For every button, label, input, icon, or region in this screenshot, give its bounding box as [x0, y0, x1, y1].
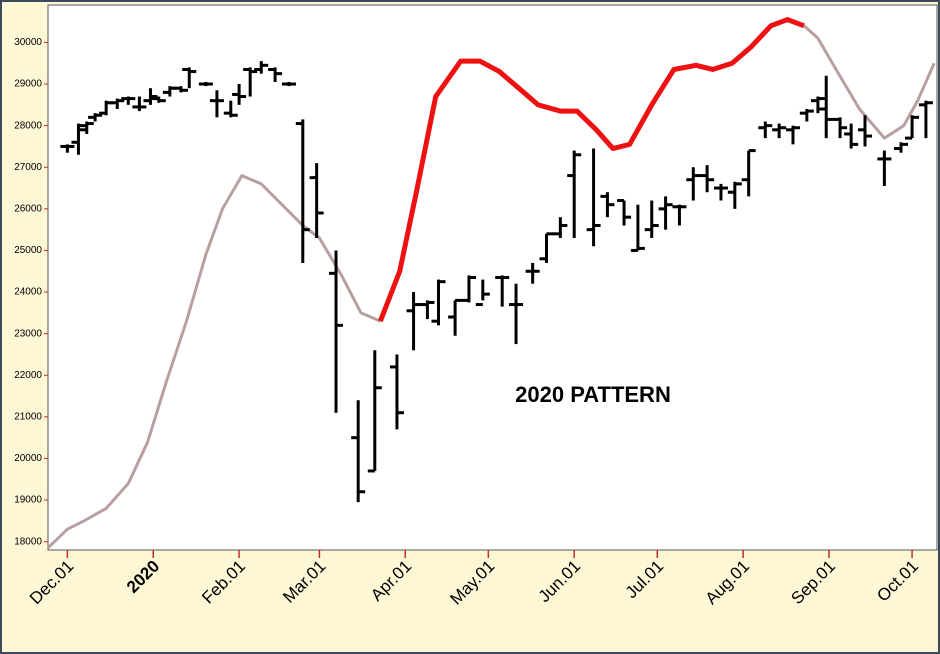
- y-tick-label: 21000: [14, 412, 42, 423]
- y-tick-label: 24000: [14, 287, 42, 298]
- y-tick-label: 20000: [14, 453, 42, 464]
- y-tick-label: 28000: [14, 120, 42, 131]
- y-tick-label: 30000: [14, 37, 42, 48]
- y-tick-label: 23000: [14, 328, 42, 339]
- annotation: 2020 PATTERN: [515, 382, 671, 407]
- y-tick-label: 19000: [14, 495, 42, 506]
- y-tick-label: 25000: [14, 245, 42, 256]
- pattern-line: [803, 24, 936, 140]
- y-tick-label: 27000: [14, 162, 42, 173]
- plot-area: [47, 4, 938, 551]
- y-tick-label: 22000: [14, 370, 42, 381]
- pattern-line: [378, 17, 805, 323]
- y-tick-label: 29000: [14, 79, 42, 90]
- y-tick-label: 26000: [14, 203, 42, 214]
- pattern-line: [46, 174, 381, 549]
- y-tick-label: 18000: [14, 536, 42, 547]
